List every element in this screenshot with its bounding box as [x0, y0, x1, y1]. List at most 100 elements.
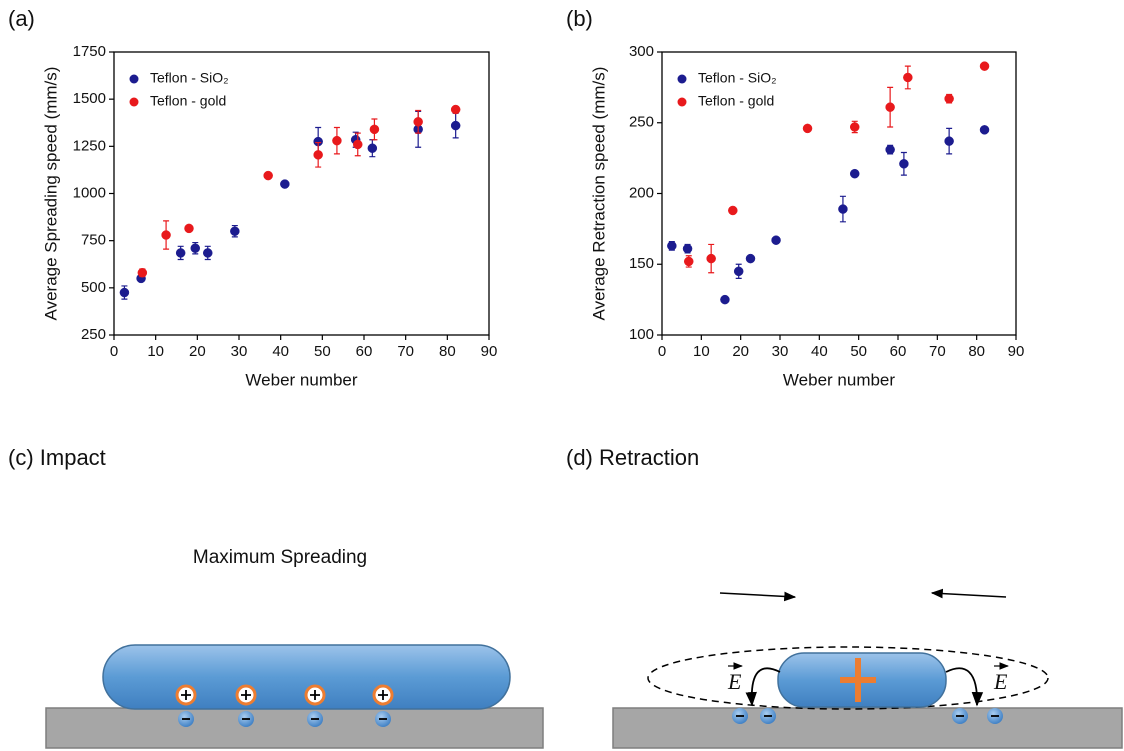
data-point — [885, 144, 895, 155]
data-point — [450, 120, 461, 131]
y-tick-label: 300 — [629, 43, 654, 60]
data-point — [944, 136, 954, 146]
x-axis-label: Weber number — [783, 370, 895, 389]
y-tick-label: 250 — [629, 114, 654, 131]
data-point — [353, 139, 363, 150]
x-tick-label: 40 — [272, 343, 289, 360]
y-tick-label: 500 — [81, 279, 106, 296]
plus-sign — [181, 690, 191, 700]
data-point — [175, 248, 186, 258]
legend-marker — [677, 97, 687, 107]
data-point — [450, 104, 461, 115]
y-axis-label: Average Retraction speed (mm/s) — [589, 67, 608, 321]
data-point — [332, 135, 342, 146]
field-region — [647, 646, 1049, 710]
x-tick-label: 50 — [850, 343, 867, 360]
data-point — [849, 122, 860, 132]
data-point — [979, 125, 990, 135]
y-tick-label: 1500 — [73, 90, 106, 107]
retraction-diagram: E E — [612, 588, 1123, 749]
x-tick-label: 80 — [968, 343, 985, 360]
x-tick-label: 0 — [110, 343, 118, 360]
y-tick-label: 1250 — [73, 137, 106, 154]
substrate — [45, 707, 544, 749]
field-label: E — [993, 669, 1008, 694]
data-point — [263, 170, 273, 181]
data-point — [203, 248, 213, 258]
x-tick-label: 0 — [658, 343, 666, 360]
panel-label: (a) — [8, 6, 35, 31]
x-tick-label: 70 — [929, 343, 946, 360]
data-point — [369, 124, 380, 135]
data-point — [802, 123, 813, 134]
data-point — [230, 226, 240, 236]
data-point — [899, 159, 909, 169]
data-point — [706, 253, 716, 264]
droplet — [102, 644, 511, 710]
plus-sign — [241, 690, 251, 700]
legend-label: Teflon - SiO₂ — [698, 70, 777, 86]
data-point — [313, 150, 323, 160]
data-point — [119, 287, 130, 298]
data-point — [849, 168, 860, 179]
data-point — [979, 61, 990, 71]
x-tick-label: 10 — [147, 343, 164, 360]
charges — [175, 684, 394, 727]
data-point — [728, 205, 738, 216]
legend-marker — [129, 97, 139, 107]
y-axis-label: Average Spreading speed (mm/s) — [41, 67, 60, 321]
x-tick-label: 60 — [890, 343, 907, 360]
data-point — [667, 241, 677, 251]
data-point — [137, 267, 148, 278]
x-tick-label: 30 — [772, 343, 789, 360]
data-point — [413, 117, 423, 127]
positive-charge — [840, 658, 876, 702]
caption: Maximum Spreading — [193, 547, 367, 568]
arrow — [719, 591, 797, 602]
x-axis-label: Weber number — [245, 370, 357, 389]
x-tick-label: 90 — [481, 343, 498, 360]
y-tick-label: 150 — [629, 255, 654, 272]
legend-label: Teflon - gold — [698, 93, 774, 109]
data-point — [745, 253, 756, 264]
data-point — [367, 143, 378, 153]
legend-marker — [677, 74, 687, 84]
panel-title: (d) Retraction — [566, 445, 699, 470]
data-point — [682, 243, 693, 254]
x-tick-label: 20 — [732, 343, 749, 360]
charges — [732, 708, 1003, 724]
data-point — [733, 266, 744, 277]
panel-title: (c) Impact — [8, 445, 106, 470]
x-tick-label: 80 — [439, 343, 456, 360]
data-point — [161, 230, 171, 240]
field-line — [945, 667, 984, 707]
data-point — [280, 179, 290, 189]
y-tick-label: 200 — [629, 184, 654, 201]
plus-sign — [310, 690, 320, 700]
data-point — [683, 256, 694, 267]
data-point — [771, 235, 781, 245]
legend-label: Teflon - SiO₂ — [150, 70, 229, 86]
data-point — [944, 93, 954, 104]
x-tick-label: 20 — [189, 343, 206, 360]
data-point — [885, 102, 895, 112]
y-tick-label: 750 — [81, 232, 106, 249]
x-tick-label: 10 — [693, 343, 710, 360]
x-tick-label: 50 — [314, 343, 331, 360]
data-point — [184, 223, 194, 234]
substrate — [612, 707, 1123, 749]
data-point — [838, 204, 848, 214]
y-tick-label: 250 — [81, 326, 106, 343]
y-tick-label: 1750 — [73, 43, 106, 60]
x-tick-label: 60 — [356, 343, 373, 360]
data-point — [190, 243, 200, 253]
plus-sign — [378, 690, 388, 700]
data-point — [903, 72, 913, 83]
arrow — [930, 588, 1007, 599]
impact-diagram — [45, 644, 544, 749]
x-tick-label: 30 — [231, 343, 248, 360]
field-label: E — [727, 669, 742, 694]
x-tick-label: 90 — [1008, 343, 1025, 360]
x-tick-label: 70 — [397, 343, 414, 360]
